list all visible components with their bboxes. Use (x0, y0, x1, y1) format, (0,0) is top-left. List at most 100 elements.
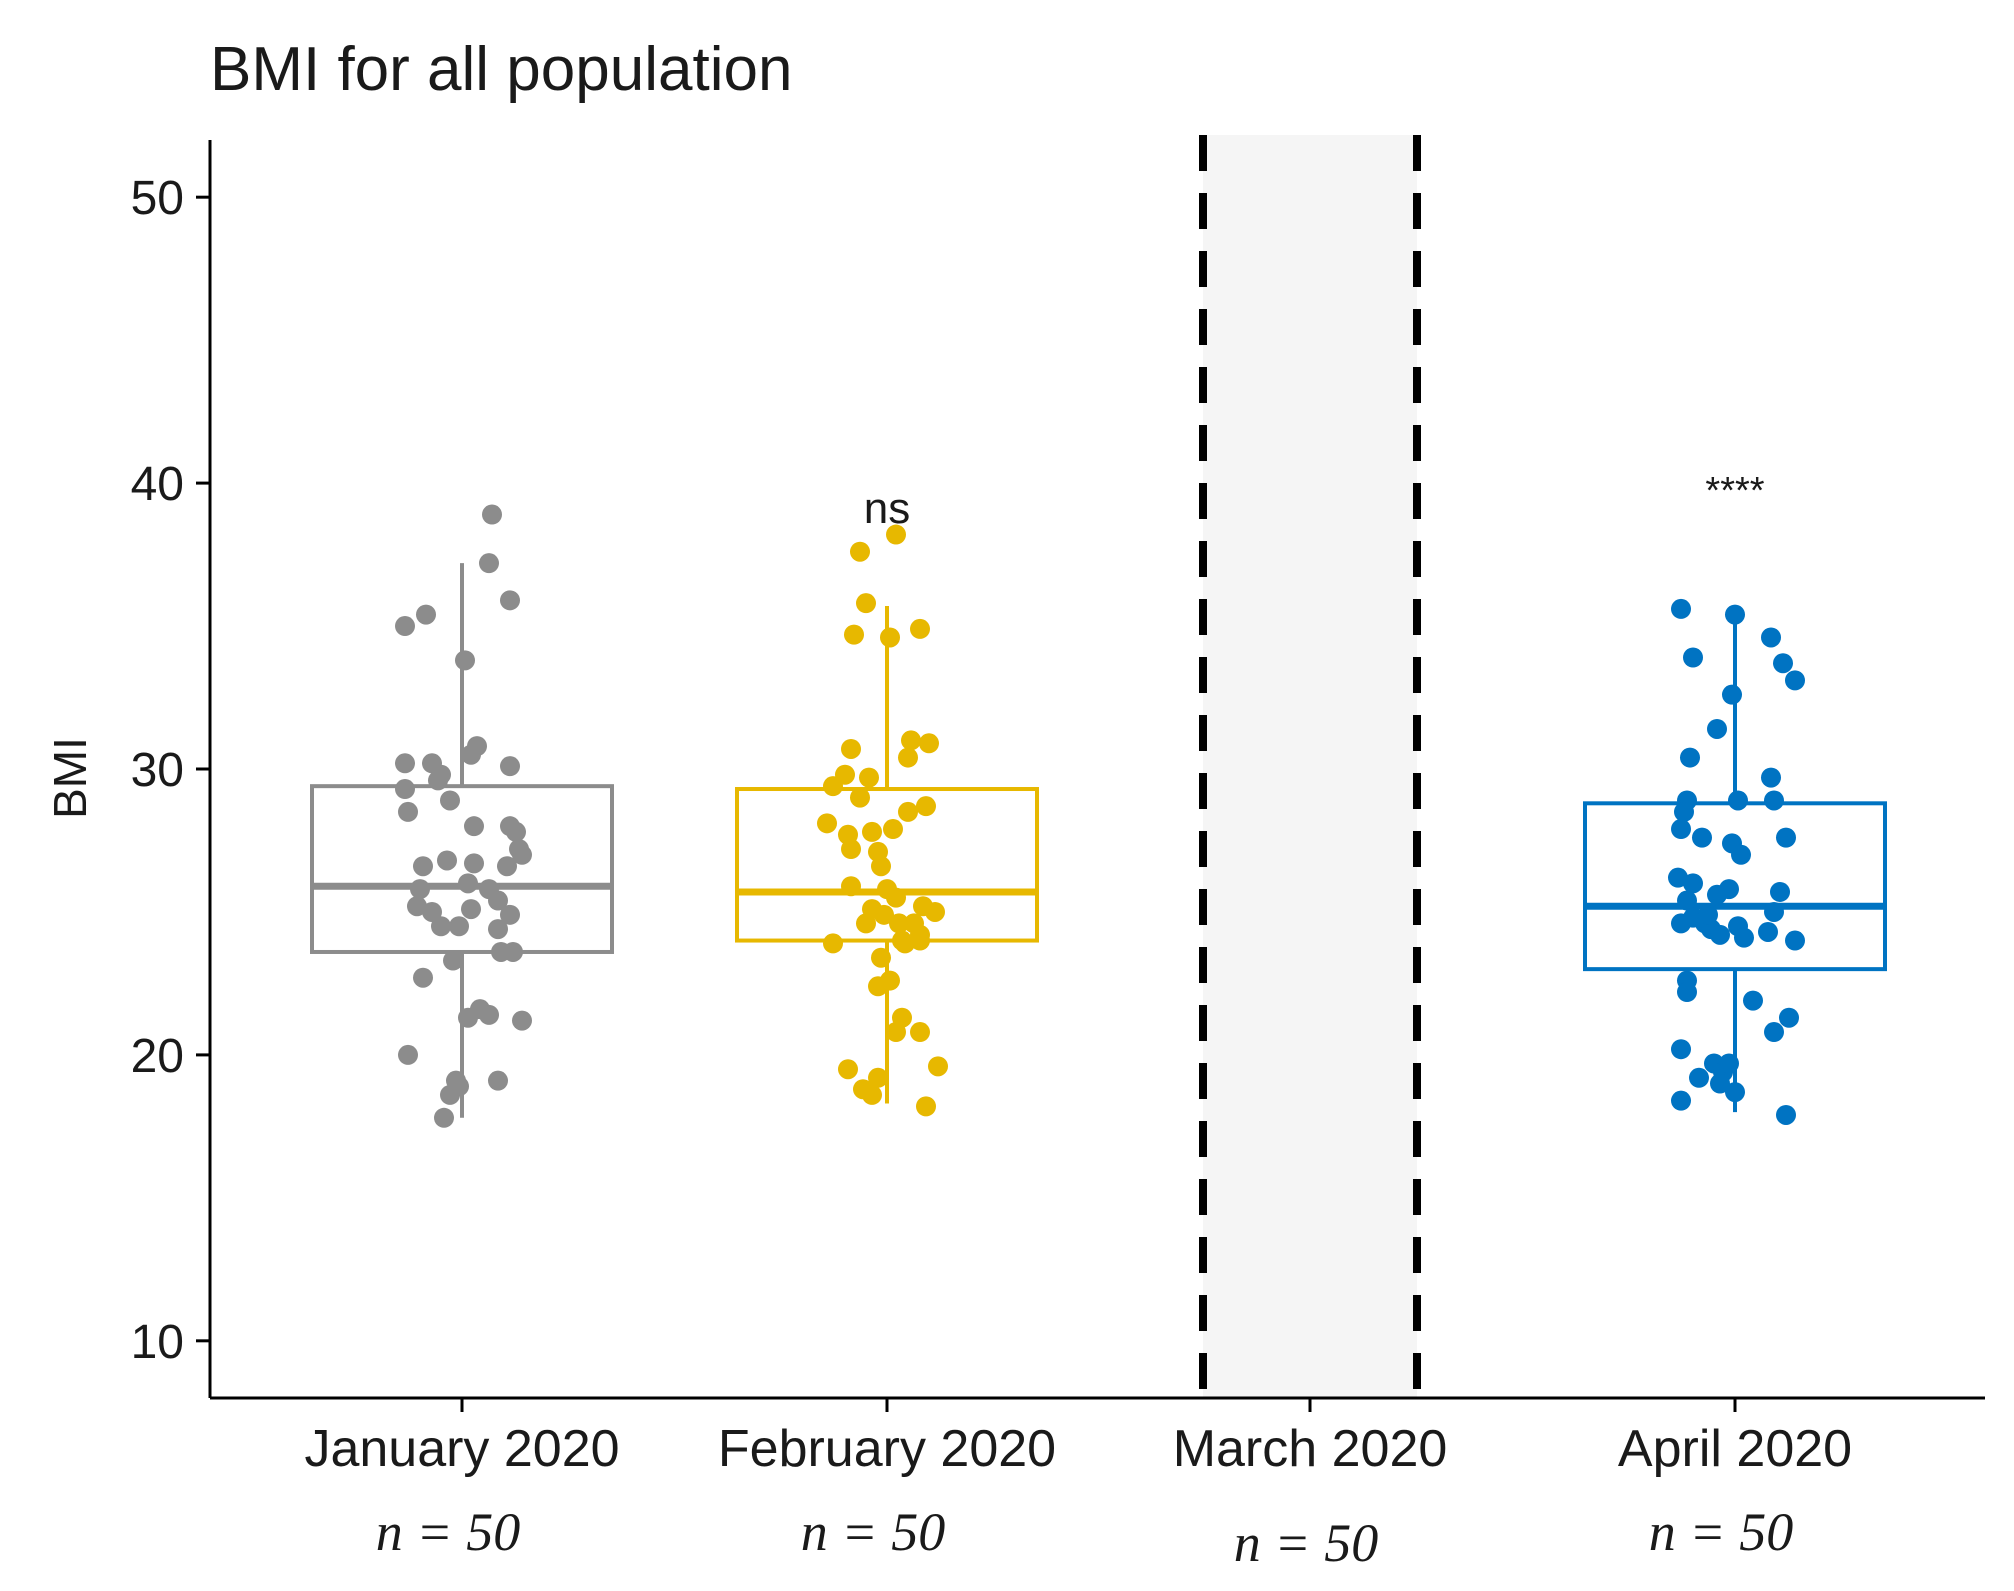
january-2020-data-point (479, 1004, 499, 1025)
april-2020-data-point (1758, 921, 1778, 942)
january-2020-box (310, 784, 614, 954)
february-2020-data-point (862, 821, 882, 842)
january-2020-data-point (506, 821, 526, 842)
january-2020-data-point (512, 844, 532, 865)
january-2020-data-point (488, 919, 508, 940)
january-2020-data-point (464, 816, 484, 837)
february-2020-data-point (823, 933, 843, 954)
january-2020-data-point (512, 1010, 532, 1031)
april-2020-data-point (1719, 879, 1739, 900)
january-2020-data-point (410, 879, 430, 900)
shaded-region (1203, 135, 1417, 1398)
february-2020-data-point (817, 813, 837, 834)
february-2020-data-point (880, 627, 900, 648)
january-2020-data-point (488, 890, 508, 911)
sample-size-label: n = 50 (801, 1502, 945, 1562)
january-2020-data-point (488, 1070, 508, 1091)
april-2020-data-point (1707, 718, 1727, 739)
february-2020-data-point (838, 1059, 858, 1080)
x-tick-label: March 2020 (1173, 1420, 1448, 1478)
y-axis-label: BMI (44, 737, 96, 819)
february-2020-data-point (886, 1022, 906, 1043)
february-2020-data-point (886, 524, 906, 545)
april-2020-data-point (1680, 747, 1700, 768)
february-2020-data-point (856, 913, 876, 934)
february-2020-data-point (841, 839, 861, 860)
january-2020-data-point (398, 801, 418, 822)
april-2020-data-point (1710, 924, 1730, 945)
february-2020-data-point (850, 787, 870, 808)
x-tick-label: April 2020 (1618, 1420, 1852, 1478)
april-2020-data-point (1677, 982, 1697, 1003)
january-2020-data-point (497, 856, 517, 877)
april-2020-data-point (1743, 990, 1763, 1011)
february-2020-data-point (856, 593, 876, 614)
april-2020-data-point (1674, 801, 1694, 822)
april-2020-data-point (1668, 867, 1688, 888)
january-2020-data-point (437, 850, 457, 871)
april-2020-data-point (1725, 1082, 1745, 1103)
april-2020-data-point (1710, 1073, 1730, 1094)
january-2020-data-point (413, 856, 433, 877)
january-2020-data-point (449, 916, 469, 937)
february-2020-data-point (874, 904, 894, 925)
february-2020-data-point (910, 1022, 930, 1043)
april-2020-data-point (1671, 1090, 1691, 1111)
january-2020-data-point (395, 753, 415, 774)
february-2020-data-point (898, 801, 918, 822)
february-2020-significance-label: ns (864, 484, 910, 533)
y-tick-label: 10 (131, 1316, 184, 1369)
april-2020-data-point (1698, 904, 1718, 925)
january-2020-data-point (503, 941, 523, 962)
sample-size-label: n = 50 (376, 1502, 520, 1562)
january-2020-data-point (458, 1007, 478, 1028)
january-2020-data-point (449, 1076, 469, 1097)
january-2020-data-point (443, 950, 463, 971)
april-2020-data-point (1761, 627, 1781, 648)
april-2020-data-point (1725, 604, 1745, 625)
february-2020-data-point (883, 819, 903, 840)
february-2020-data-point (919, 733, 939, 754)
january-2020-data-point (455, 650, 475, 671)
february-2020-data-point (916, 796, 936, 817)
april-2020-data-point (1761, 767, 1781, 788)
april-2020-data-point (1764, 901, 1784, 922)
april-2020-data-point (1692, 827, 1712, 848)
april-2020-data-point (1677, 890, 1697, 911)
january-2020-data-point (407, 896, 427, 917)
april-2020-data-point (1731, 844, 1751, 865)
january-2020-data-point (422, 901, 442, 922)
y-tick-label: 40 (131, 458, 184, 511)
january-2020-data-point (434, 1107, 454, 1128)
february-2020-data-point (868, 976, 888, 997)
january-2020-data-point (464, 853, 484, 874)
january-2020-data-point (395, 779, 415, 800)
february-2020-data-point (910, 930, 930, 951)
january-2020-data-point (395, 616, 415, 637)
y-tick-label: 30 (131, 744, 184, 797)
april-2020-data-point (1764, 790, 1784, 811)
april-2020-data-point (1722, 684, 1742, 705)
y-tick-label: 50 (131, 172, 184, 225)
april-2020-data-point (1776, 1104, 1796, 1125)
chart-title: BMI for all population (210, 35, 792, 104)
february-2020-data-point (871, 947, 891, 968)
january-2020-data-point (500, 756, 520, 777)
january-2020-data-point (398, 1044, 418, 1065)
x-tick-label: January 2020 (304, 1420, 619, 1478)
january-2020-data-point (431, 916, 451, 937)
january-2020-data-point (500, 904, 520, 925)
february-2020-data-point (928, 1056, 948, 1077)
april-2020-data-point (1671, 819, 1691, 840)
april-2020-data-point (1764, 1022, 1784, 1043)
february-2020-data-point (850, 541, 870, 562)
february-2020-data-point (925, 901, 945, 922)
april-2020-data-point (1671, 1039, 1691, 1060)
sample-size-label: n = 50 (1649, 1502, 1793, 1562)
january-2020-data-point (461, 899, 481, 920)
february-2020-data-point (895, 933, 915, 954)
february-2020-data-point (844, 624, 864, 645)
january-2020-data-point (416, 604, 436, 625)
